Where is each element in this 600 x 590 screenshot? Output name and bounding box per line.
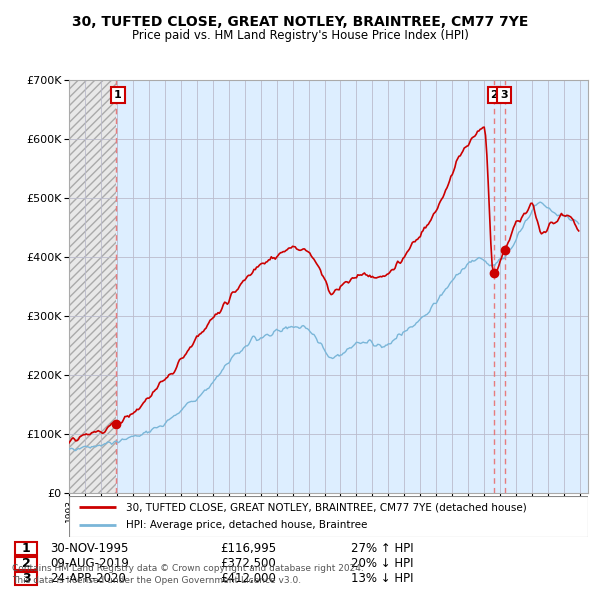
Text: 30, TUFTED CLOSE, GREAT NOTLEY, BRAINTREE, CM77 7YE: 30, TUFTED CLOSE, GREAT NOTLEY, BRAINTRE… [72, 15, 528, 29]
Text: 2: 2 [491, 90, 498, 100]
Text: 2: 2 [22, 557, 31, 570]
Text: 13% ↓ HPI: 13% ↓ HPI [350, 572, 413, 585]
Text: 3: 3 [22, 572, 31, 585]
Text: £372,500: £372,500 [220, 557, 275, 570]
Text: £116,995: £116,995 [220, 542, 276, 555]
Text: 1: 1 [114, 90, 122, 100]
Text: 09-AUG-2019: 09-AUG-2019 [50, 557, 130, 570]
FancyBboxPatch shape [15, 572, 37, 585]
Text: Contains HM Land Registry data © Crown copyright and database right 2024.: Contains HM Land Registry data © Crown c… [12, 565, 364, 573]
Text: 30-NOV-1995: 30-NOV-1995 [50, 542, 129, 555]
Text: 27% ↑ HPI: 27% ↑ HPI [350, 542, 413, 555]
Text: 30, TUFTED CLOSE, GREAT NOTLEY, BRAINTREE, CM77 7YE (detached house): 30, TUFTED CLOSE, GREAT NOTLEY, BRAINTRE… [126, 502, 527, 512]
Text: Price paid vs. HM Land Registry's House Price Index (HPI): Price paid vs. HM Land Registry's House … [131, 30, 469, 42]
FancyBboxPatch shape [15, 557, 37, 570]
Text: 24-APR-2020: 24-APR-2020 [50, 572, 127, 585]
Text: £412,000: £412,000 [220, 572, 276, 585]
FancyBboxPatch shape [69, 496, 588, 537]
FancyBboxPatch shape [15, 542, 37, 555]
Text: HPI: Average price, detached house, Braintree: HPI: Average price, detached house, Brai… [126, 520, 367, 530]
Text: 1: 1 [22, 542, 31, 555]
Text: This data is licensed under the Open Government Licence v3.0.: This data is licensed under the Open Gov… [12, 576, 301, 585]
Text: 20% ↓ HPI: 20% ↓ HPI [350, 557, 413, 570]
Text: 3: 3 [500, 90, 508, 100]
